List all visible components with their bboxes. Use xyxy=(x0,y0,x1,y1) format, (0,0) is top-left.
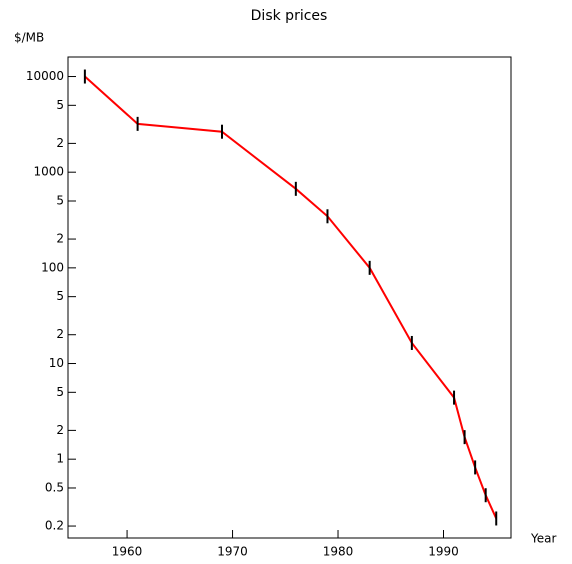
x-tick-label: 1970 xyxy=(217,545,248,559)
chart-title: Disk prices xyxy=(251,8,328,24)
x-tick-label: 1960 xyxy=(112,545,143,559)
y-tick-label: 5 xyxy=(56,98,64,112)
y-tick-label: 0.5 xyxy=(45,480,64,494)
x-axis-label: Year xyxy=(530,532,556,546)
y-tick-label: 2 xyxy=(56,423,64,437)
y-tick-label: 0.2 xyxy=(45,519,64,533)
y-axis-label: $/MB xyxy=(14,31,44,45)
y-tick-label: 2 xyxy=(56,232,64,246)
y-tick-label: 2 xyxy=(56,327,64,341)
y-tick-label: 100 xyxy=(41,260,64,274)
y-tick-label: 2 xyxy=(56,136,64,150)
x-tick-label: 1990 xyxy=(428,545,459,559)
plot-frame xyxy=(67,56,512,539)
line-series xyxy=(84,75,498,519)
y-tick-label: 5 xyxy=(56,193,64,207)
y-tick-label: 10 xyxy=(49,356,64,370)
y-tick-label: 1 xyxy=(56,452,64,466)
y-tick-label: 1000 xyxy=(33,165,64,179)
y-tick-label: 10000 xyxy=(26,69,64,83)
x-tick-label: 1980 xyxy=(323,545,354,559)
y-tick-label: 5 xyxy=(56,289,64,303)
y-tick-label: 5 xyxy=(56,385,64,399)
